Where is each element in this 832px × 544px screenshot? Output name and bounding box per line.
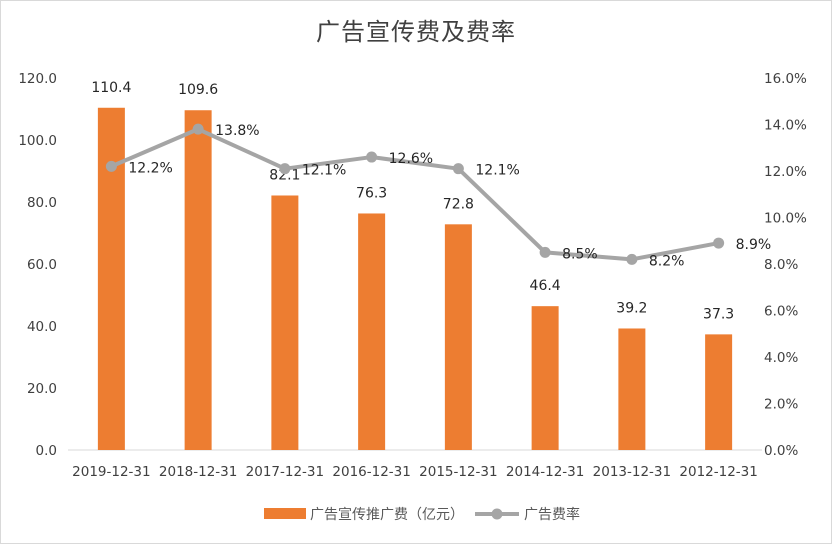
legend-line-label: 广告费率 <box>524 506 580 523</box>
right-axis-tick-label: 6.0% <box>764 304 798 320</box>
rate-point <box>713 237 725 249</box>
bar <box>705 334 733 450</box>
bar <box>184 110 212 451</box>
x-axis-ticks: 2019-12-31 2018-12-31 2017-12-31 2016-12-31… <box>72 464 758 480</box>
bar-data-label: 110.4 <box>91 80 131 96</box>
left-axis-tick-label: 80.0 <box>27 195 57 211</box>
x-axis-tick-label: 2015-12-31 <box>419 464 497 480</box>
legend-line-marker <box>491 508 503 520</box>
x-axis-tick-label: 2016-12-31 <box>332 464 410 480</box>
legend-bar-swatch <box>264 508 306 519</box>
rate-point <box>539 246 551 258</box>
left-axis-tick-label: 20.0 <box>27 381 57 397</box>
bar-data-label: 46.4 <box>530 278 561 294</box>
bar-data-label: 109.6 <box>178 82 218 98</box>
rate-data-label: 8.5% <box>562 246 598 262</box>
bar <box>271 195 299 450</box>
rate-data-label: 13.8% <box>215 123 259 139</box>
x-axis-tick-label: 2012-12-31 <box>679 464 757 480</box>
bar-data-label: 76.3 <box>356 185 387 201</box>
rate-point <box>279 163 291 175</box>
rate-data-label: 8.2% <box>649 253 685 269</box>
right-axis-tick-label: 12.0% <box>764 164 807 180</box>
left-axis-tick-label: 120.0 <box>18 71 57 87</box>
bar <box>97 107 125 450</box>
right-axis-tick-label: 2.0% <box>764 397 798 413</box>
right-axis-tick-label: 14.0% <box>764 118 807 134</box>
rate-data-label: 12.2% <box>128 160 172 176</box>
rate-point <box>192 123 204 135</box>
rate-data-label: 12.6% <box>389 151 433 167</box>
right-axis-tick-label: 16.0% <box>764 71 807 87</box>
rate-point <box>452 163 464 175</box>
right-axis-ticks: 0.0% 2.0% 4.0% 6.0% 8.0% 10.0% 12.0% 14.0% 16.0% <box>764 71 807 459</box>
left-axis-tick-label: 100.0 <box>18 133 57 149</box>
x-axis-tick-label: 2019-12-31 <box>72 464 150 480</box>
right-axis-tick-label: 10.0% <box>764 211 807 227</box>
bar <box>531 306 559 450</box>
line-data-labels: 12.2% 13.8% 12.1% 12.6% 12.1% 8.5% 8.2% 8.9% <box>128 123 771 269</box>
left-axis-tick-label: 40.0 <box>27 319 57 335</box>
chart-title: 广告宣传费及费率 <box>316 18 516 46</box>
rate-point <box>626 253 638 265</box>
legend: 广告宣传推广费（亿元） 广告费率 <box>264 506 580 523</box>
bar <box>444 224 472 450</box>
rate-data-label: 12.1% <box>475 163 519 179</box>
right-axis-tick-label: 4.0% <box>764 350 798 366</box>
bar-data-label: 39.2 <box>616 300 647 316</box>
rate-data-label: 8.9% <box>736 237 772 253</box>
bar-data-label: 37.3 <box>703 306 734 322</box>
line-series <box>105 123 725 265</box>
rate-data-label: 12.1% <box>302 163 346 179</box>
left-axis-tick-label: 60.0 <box>27 257 57 273</box>
bar <box>358 213 386 450</box>
right-axis-tick-label: 0.0% <box>764 443 798 459</box>
bar-data-labels: 110.4 109.6 82.1 76.3 72.8 46.4 39.2 37.3 <box>91 80 734 323</box>
right-axis-tick-label: 8.0% <box>764 257 798 273</box>
bar-data-label: 72.8 <box>443 196 474 212</box>
rate-point <box>366 151 378 163</box>
rate-point <box>105 160 117 172</box>
bar <box>618 328 646 450</box>
x-axis-tick-label: 2018-12-31 <box>159 464 237 480</box>
bar-data-label: 82.1 <box>269 167 300 183</box>
x-axis-tick-label: 2017-12-31 <box>246 464 324 480</box>
left-axis-ticks: 0.0 20.0 40.0 60.0 80.0 100.0 120.0 <box>18 71 57 459</box>
left-axis-tick-label: 0.0 <box>36 443 57 459</box>
bar-series <box>97 107 733 451</box>
rate-line <box>110 127 719 262</box>
legend-bar-label: 广告宣传推广费（亿元） <box>310 507 464 523</box>
x-axis-tick-label: 2013-12-31 <box>593 464 671 480</box>
x-axis-tick-label: 2014-12-31 <box>506 464 584 480</box>
